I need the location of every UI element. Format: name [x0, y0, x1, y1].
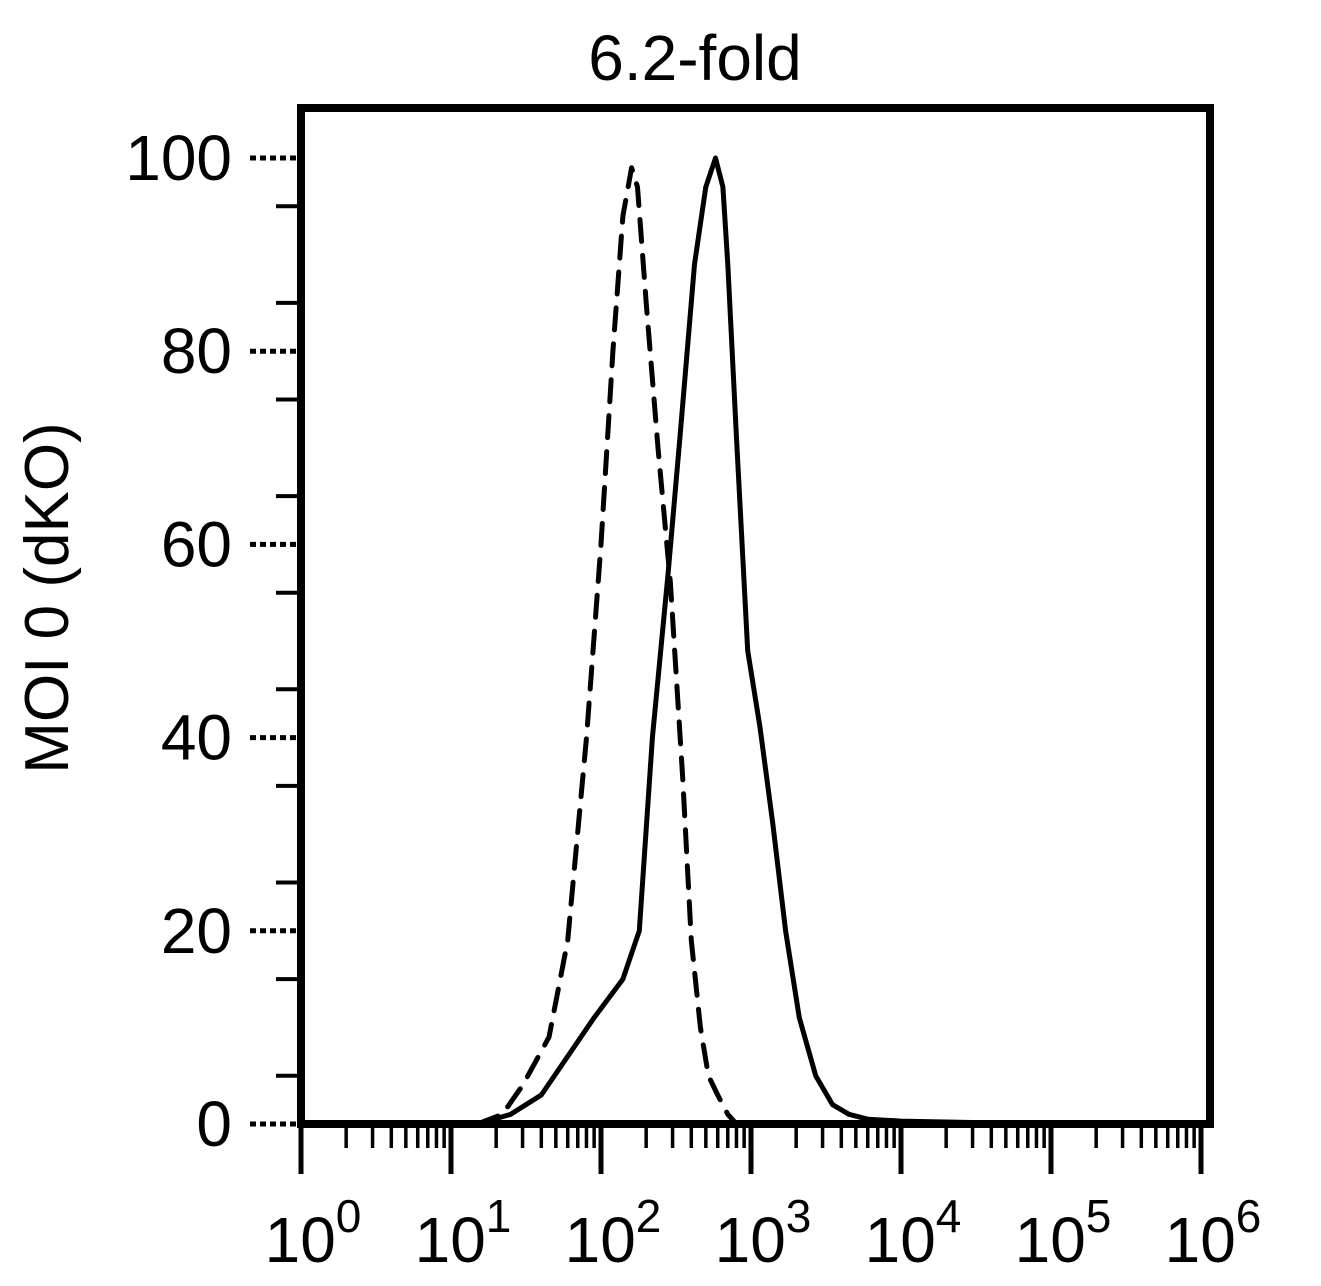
x-tick-label: 104 [865, 1190, 962, 1276]
y-tick-label: 40 [161, 702, 232, 774]
series-line-solid [474, 155, 1204, 1127]
y-tick-label: 100 [125, 122, 232, 194]
plot-frame [297, 104, 1214, 1128]
series-layer [474, 155, 1204, 1127]
series-line-dashed [474, 165, 739, 1127]
y-axis: 0 20 40 60 80 100 [125, 122, 301, 1160]
x-tick-label: 100 [265, 1190, 362, 1276]
x-tick-label: 105 [1015, 1190, 1112, 1276]
y-tick-label: 80 [161, 315, 232, 387]
x-tick-label: 101 [415, 1190, 512, 1276]
y-tick-label: 20 [161, 895, 232, 967]
y-axis-label: MOI 0 (dKO) [13, 422, 82, 773]
x-tick-label: 106 [1165, 1190, 1262, 1276]
y-tick-label: 60 [161, 508, 232, 580]
x-tick-label: 103 [715, 1190, 812, 1276]
y-tick-label: 0 [196, 1088, 232, 1160]
x-axis: 100 101 102 103 104 105 106 [265, 1124, 1262, 1276]
chart-title: 6.2-fold [588, 22, 801, 94]
x-tick-label: 102 [565, 1190, 662, 1276]
